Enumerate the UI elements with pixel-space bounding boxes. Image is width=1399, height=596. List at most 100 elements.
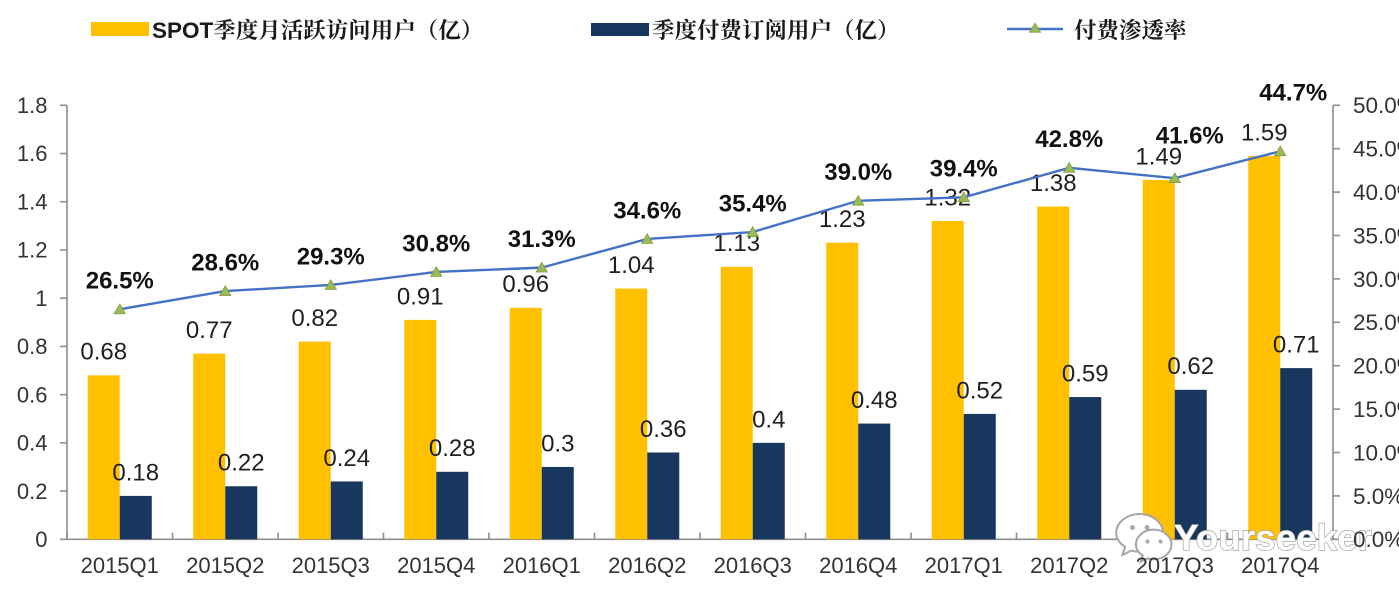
bar-subscribers-2017Q2 [1069, 397, 1102, 540]
penetration-pct-label: 44.7% [1259, 80, 1327, 107]
legend-item-subscribers: 季度付费订阅用户（亿） [591, 13, 900, 45]
right-axis-tick-label: 20.0% [1353, 354, 1399, 379]
right-axis-tick-label: 10.0% [1353, 440, 1399, 465]
bar-mau-2015Q2 [193, 353, 226, 540]
right-axis-tick-label: 50.0% [1353, 93, 1399, 118]
x-axis-category-label: 2017Q2 [1030, 553, 1108, 578]
watermark-text: Yourseeker [1174, 517, 1372, 558]
penetration-marker-2016Q1 [535, 261, 549, 273]
bar-value-label-mau: 0.96 [502, 271, 549, 298]
bar-value-label-subscribers: 0.62 [1167, 353, 1214, 380]
bar-subscribers-2015Q3 [330, 481, 363, 540]
bar-value-label-subscribers: 0.4 [752, 406, 785, 433]
penetration-pct-label: 42.8% [1035, 126, 1103, 153]
bar-value-label-subscribers: 0.48 [851, 387, 898, 414]
left-axis-tick-label: 1.6 [17, 141, 48, 166]
penetration-marker-2015Q2 [218, 285, 232, 296]
penetration-pct-label: 39.4% [930, 156, 998, 183]
legend-label-subscribers: 季度付费订阅用户（亿） [652, 13, 900, 45]
right-axis-tick-label: 0.0% [1353, 527, 1399, 552]
penetration-pct-label: 34.6% [613, 197, 681, 224]
x-axis-category-label: 2015Q2 [186, 553, 264, 578]
bar-mau-2016Q2 [615, 288, 648, 540]
bar-value-label-mau: 0.77 [186, 317, 233, 344]
bar-value-label-mau: 0.82 [291, 305, 338, 332]
legend-swatch-mau [91, 22, 149, 36]
x-axis-category-label: 2016Q1 [503, 553, 581, 578]
bar-mau-2016Q3 [720, 266, 753, 540]
bar-value-label-mau: 0.68 [80, 339, 127, 366]
penetration-pct-label: 29.3% [297, 243, 365, 270]
chart-layer: 0 0.2 0.4 0.6 0.8 1 1.2 1.4 1.6 1.8 0.68 0.77 0.82 0.… [17, 80, 1340, 552]
bar-value-label-subscribers: 0.24 [323, 445, 370, 472]
right-axis-tick-label: 35.0% [1353, 223, 1399, 248]
right-axis-tick-label: 15.0% [1353, 397, 1399, 422]
penetration-marker-2017Q3 [1168, 172, 1182, 184]
left-axis-tick-label: 0.8 [17, 334, 48, 359]
penetration-pct-label: 39.0% [824, 159, 892, 186]
x-axis-category-label: 2015Q3 [292, 553, 370, 578]
penetration-pct-label: 35.4% [719, 190, 787, 217]
x-axis-category-label: 2017Q1 [925, 553, 1003, 578]
legend-label-penetration: 付费渗透率 [1074, 13, 1187, 45]
legend-line-marker-penetration [1007, 22, 1063, 33]
bar-mau-2015Q3 [298, 341, 331, 540]
penetration-pct-label: 26.5% [86, 268, 154, 295]
bar-subscribers-2017Q4 [1280, 368, 1313, 540]
penetration-marker-2017Q2 [1062, 161, 1076, 173]
bar-value-label-mau: 1.49 [1135, 143, 1182, 170]
bar-mau-2015Q1 [87, 375, 120, 540]
penetration-pct-label: 41.6% [1156, 123, 1224, 150]
watermark: Yourseeker [1115, 513, 1373, 564]
bar-value-label-subscribers: 0.18 [112, 459, 159, 486]
right-axis-tick-label: 30.0% [1353, 267, 1399, 292]
legend-item-mau: SPOT季度月活跃访问用户（亿） [91, 13, 483, 45]
bar-subscribers-2015Q2 [225, 486, 258, 540]
left-axis-tick-label: 1 [35, 286, 47, 311]
bar-mau-2016Q4 [826, 242, 859, 540]
left-axis-tick-label: 0 [35, 527, 47, 552]
penetration-marker-2017Q1 [957, 191, 971, 203]
bar-value-label-mau: 0.91 [397, 283, 444, 310]
bar-mau-2017Q1 [931, 221, 964, 540]
penetration-marker-2015Q3 [324, 278, 338, 290]
left-axis-tick-label: 1.8 [17, 93, 48, 118]
penetration-marker-2016Q2 [640, 232, 654, 244]
left-axis-tick-label: 0.4 [17, 431, 48, 456]
bar-value-label-subscribers: 0.52 [956, 377, 1003, 404]
bar-subscribers-2016Q4 [858, 423, 891, 540]
penetration-marker-2016Q3 [746, 226, 760, 237]
bar-subscribers-2016Q2 [647, 452, 680, 540]
bar-value-label-subscribers: 0.36 [640, 416, 687, 443]
penetration-marker-2015Q4 [429, 265, 443, 277]
x-axis-category-label: 2016Q4 [819, 553, 897, 578]
bar-value-label-subscribers: 0.3 [541, 430, 574, 457]
axis-label-layer: 0.0% 5.0% 10.0% 15.0% 20.0% 25.0% 30.0% 35.0% 40… [81, 93, 1399, 578]
bar-subscribers-2017Q3 [1174, 389, 1207, 540]
bar-value-label-subscribers: 0.28 [429, 435, 476, 462]
right-axis-tick-label: 25.0% [1353, 310, 1399, 335]
bar-value-label-subscribers: 0.59 [1062, 360, 1109, 387]
bar-mau-2017Q3 [1142, 180, 1175, 540]
right-axis-tick-label: 40.0% [1353, 180, 1399, 205]
penetration-marker-2015Q1 [113, 303, 127, 315]
x-axis-category-label: 2016Q2 [608, 553, 686, 578]
right-axis-tick-label: 5.0% [1353, 484, 1399, 509]
bar-mau-2015Q4 [404, 319, 437, 540]
legend-swatch-subscribers [591, 22, 649, 36]
x-axis-category-label: 2016Q3 [714, 553, 792, 578]
left-axis-tick-label: 0.2 [17, 479, 48, 504]
bar-value-label-mau: 1.04 [608, 252, 655, 279]
left-axis-tick-label: 0.6 [17, 382, 48, 407]
penetration-pct-label: 31.3% [508, 226, 576, 253]
bar-value-label-mau: 1.38 [1030, 170, 1077, 197]
x-axis-category-label: 2015Q1 [81, 553, 159, 578]
wechat-icon [1115, 513, 1173, 564]
penetration-pct-label: 30.8% [402, 230, 470, 257]
bar-subscribers-2015Q1 [119, 495, 152, 540]
bar-subscribers-2016Q1 [541, 466, 574, 540]
bar-value-label-mau: 1.59 [1241, 119, 1288, 146]
x-axis-category-label: 2017Q3 [1136, 553, 1214, 578]
